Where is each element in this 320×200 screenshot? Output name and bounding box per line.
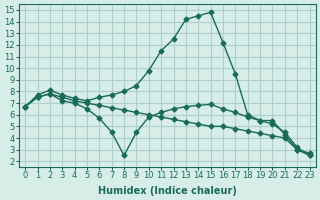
X-axis label: Humidex (Indice chaleur): Humidex (Indice chaleur) bbox=[98, 186, 237, 196]
